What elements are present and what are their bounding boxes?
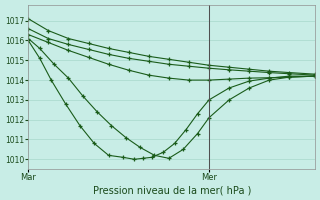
X-axis label: Pression niveau de la mer( hPa ): Pression niveau de la mer( hPa ) [92, 185, 251, 195]
